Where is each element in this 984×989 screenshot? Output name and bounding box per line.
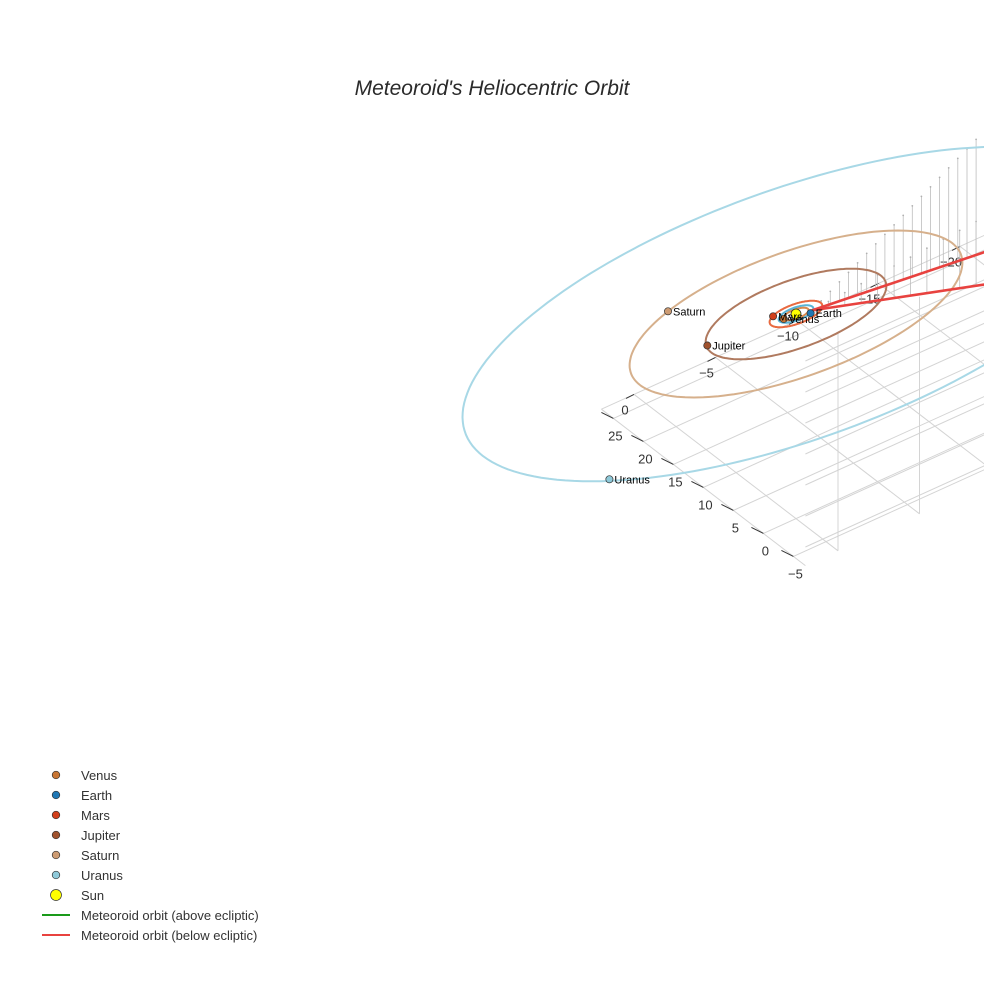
legend-item: Saturn bbox=[52, 848, 119, 863]
drop-line-cap bbox=[848, 272, 850, 274]
legend-label: Meteoroid orbit (below ecliptic) bbox=[81, 928, 257, 943]
x-tick-mark bbox=[626, 394, 634, 398]
legend-label: Uranus bbox=[81, 868, 123, 883]
planet-orbits bbox=[463, 147, 984, 482]
grid-line bbox=[805, 164, 984, 423]
legend-marker-swatch bbox=[51, 890, 62, 901]
drop-line-cap bbox=[866, 253, 868, 255]
y-tick-label: 25 bbox=[608, 428, 622, 443]
legend-item: Mars bbox=[52, 808, 110, 823]
drop-line-cap bbox=[926, 247, 928, 249]
mars-marker bbox=[770, 313, 777, 320]
x-tick-mark bbox=[708, 357, 716, 361]
legend-label: Earth bbox=[81, 788, 112, 803]
drop-line-cap bbox=[884, 234, 886, 236]
legend-marker-swatch bbox=[52, 811, 60, 819]
x-tick-label: −5 bbox=[699, 365, 714, 380]
legend-marker-swatch bbox=[52, 831, 60, 839]
drop-line-cap bbox=[939, 177, 941, 179]
jupiter-label: Jupiter bbox=[712, 341, 745, 353]
uranus-label: Uranus bbox=[614, 474, 650, 486]
legend-label: Sun bbox=[81, 888, 104, 903]
legend-marker-swatch bbox=[52, 791, 60, 799]
x-tick-label: 0 bbox=[621, 402, 628, 417]
legend-item: Meteoroid orbit (below ecliptic) bbox=[42, 928, 257, 943]
drop-line-cap bbox=[875, 243, 877, 245]
legend-label: Saturn bbox=[81, 848, 119, 863]
grid-line bbox=[879, 283, 984, 439]
legend-label: Meteoroid orbit (above ecliptic) bbox=[81, 908, 259, 923]
drop-line-cap bbox=[844, 292, 846, 294]
mars-label: Mars bbox=[778, 311, 803, 323]
drop-line-cap bbox=[828, 301, 830, 303]
legend-item: Earth bbox=[52, 788, 112, 803]
meteoroid-orbit-leg bbox=[812, 241, 984, 310]
chart-title: Meteoroid's Heliocentric Orbit bbox=[355, 77, 631, 100]
grid-line bbox=[797, 320, 984, 476]
drop-line-cap bbox=[930, 186, 932, 188]
drop-line-cap bbox=[910, 256, 912, 258]
grid-line bbox=[805, 195, 984, 454]
legend-label: Jupiter bbox=[81, 828, 121, 843]
x-tick-label: −10 bbox=[777, 328, 799, 343]
legend-marker-swatch bbox=[52, 771, 60, 779]
drop-line-cap bbox=[911, 205, 913, 207]
legend-marker-swatch bbox=[52, 871, 60, 879]
drop-line-cap bbox=[839, 281, 841, 283]
drop-line-cap bbox=[957, 158, 959, 160]
saturn-label: Saturn bbox=[673, 306, 705, 318]
drop-line-cap bbox=[893, 224, 895, 226]
drop-line-cap bbox=[829, 291, 831, 293]
y-tick-label: 10 bbox=[698, 497, 712, 512]
y-tick-label: 0 bbox=[762, 543, 769, 558]
drop-line-cap bbox=[959, 230, 961, 232]
legend-label: Mars bbox=[81, 808, 110, 823]
drop-line-cap bbox=[921, 196, 923, 198]
legend-item: Uranus bbox=[52, 868, 123, 883]
drop-line-cap bbox=[857, 262, 859, 264]
legend-item: Sun bbox=[51, 888, 105, 903]
saturn-marker bbox=[664, 308, 671, 315]
uranus-marker bbox=[606, 476, 613, 483]
legend-item: Venus bbox=[52, 768, 117, 783]
drop-line-cap bbox=[902, 215, 904, 217]
y-tick-label: 20 bbox=[638, 451, 652, 466]
drop-line-cap bbox=[975, 139, 977, 141]
earth-marker bbox=[807, 310, 814, 317]
legend-marker-swatch bbox=[52, 851, 60, 859]
legend-item: Jupiter bbox=[52, 828, 120, 843]
jupiter-marker bbox=[704, 342, 711, 349]
drop-line-cap bbox=[860, 283, 862, 285]
y-tick-label: 5 bbox=[732, 520, 739, 535]
earth-label: Earth bbox=[816, 308, 842, 320]
y-tick-label: 15 bbox=[668, 474, 682, 489]
legend: Venus Earth Mars Jupiter Saturn Uranus Sun Mete… bbox=[42, 768, 259, 943]
y-tick-label: −5 bbox=[788, 566, 803, 581]
legend-item: Meteoroid orbit (above ecliptic) bbox=[42, 908, 259, 923]
legend-label: Venus bbox=[81, 768, 118, 783]
drop-line-cap bbox=[948, 167, 950, 169]
